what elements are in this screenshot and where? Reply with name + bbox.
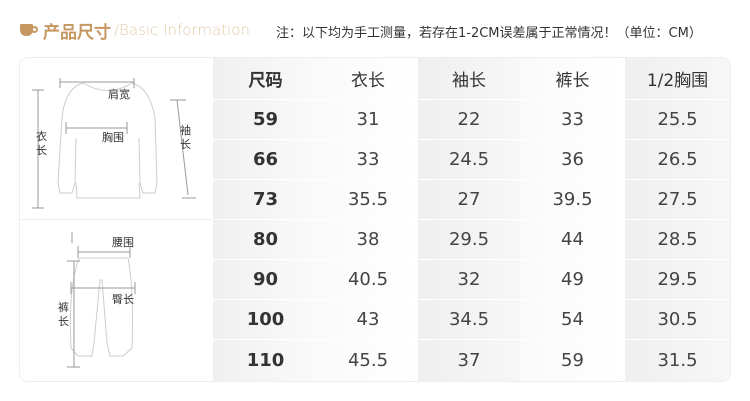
measurement-cell: 38 (318, 220, 418, 260)
pants-length-label-1: 裤 (58, 300, 69, 314)
size-chart: 肩宽 胸围 衣 长 袖 长 腰围 臀长 裤 长 尺码 59 66 73 80 90 100 1… (20, 58, 730, 381)
column-header: 袖长 (418, 58, 520, 100)
measurement-cell: 39.5 (520, 180, 625, 220)
measurement-cell: 26.5 (625, 140, 730, 180)
size-cell: 66 (213, 140, 318, 180)
sleeve-label-1: 袖 (180, 123, 191, 137)
hip-label: 臀长 (112, 293, 134, 306)
table-column: 尺码 59 66 73 80 90 100 110 (213, 58, 318, 381)
measurement-cell: 43 (318, 300, 418, 340)
column-header: 尺码 (213, 58, 318, 100)
measurement-cell: 29.5 (625, 260, 730, 300)
measurement-cell: 29.5 (418, 220, 520, 260)
table-column: 裤长 33 36 39.5 44 49 54 59 (520, 58, 625, 381)
measurement-cell: 34.5 (418, 300, 520, 340)
measurement-note: 注：以下均为手工测量，若存在1-2CM误差属于正常情况！（单位：CM） (276, 26, 702, 41)
section-subtitle: /Basic Information (114, 21, 250, 39)
garment-diagram: 肩宽 胸围 衣 长 袖 长 腰围 臀长 裤 长 (20, 58, 213, 381)
size-cell: 73 (213, 180, 318, 220)
coffee-cup-icon (20, 23, 38, 37)
measurement-cell: 31 (318, 100, 418, 140)
measurement-cell: 54 (520, 300, 625, 340)
measurement-cell: 35.5 (318, 180, 418, 220)
top-length-label-1: 衣 (36, 129, 47, 143)
measurement-cell: 44 (520, 220, 625, 260)
shoulder-label: 肩宽 (108, 87, 130, 101)
measurement-cell: 22 (418, 100, 520, 140)
size-cell: 59 (213, 100, 318, 140)
measurement-cell: 32 (418, 260, 520, 300)
chest-label: 胸围 (102, 130, 124, 144)
measurement-cell: 37 (457, 349, 481, 371)
section-title: 产品尺寸 (43, 22, 111, 43)
measurement-cell: 31.5 (657, 349, 698, 371)
measurement-cell: 49 (520, 260, 625, 300)
size-cell: 100 (213, 300, 318, 340)
top-length-label-2: 长 (36, 144, 47, 157)
measurement-cell: 59 (561, 349, 584, 371)
measurement-cell: 24.5 (418, 140, 520, 180)
column-header: 裤长 (520, 58, 625, 100)
table-column: 袖长 22 24.5 27 29.5 32 34.5 37 (418, 58, 520, 381)
diagram-divider (20, 219, 213, 220)
size-cell: 110 (246, 349, 285, 371)
size-cell: 80 (213, 220, 318, 260)
measurement-cell: 28.5 (625, 220, 730, 260)
waist-label: 腰围 (112, 236, 134, 249)
size-cell: 90 (213, 260, 318, 300)
table-column: 衣长 31 33 35.5 38 40.5 43 45.5 (318, 58, 418, 381)
measurement-cell: 33 (318, 140, 418, 180)
measurement-cell: 36 (520, 140, 625, 180)
measurement-cell: 33 (520, 100, 625, 140)
measurement-cell: 40.5 (318, 260, 418, 300)
column-header: 衣长 (318, 58, 418, 100)
measurement-cell: 27 (418, 180, 520, 220)
column-header: 1/2胸围 (625, 58, 730, 100)
measurement-cell: 25.5 (625, 100, 730, 140)
section-header: 产品尺寸 /Basic Information (20, 18, 250, 43)
table-column: 1/2胸围 25.5 26.5 27.5 28.5 29.5 30.5 31.5 (625, 58, 730, 381)
pants-length-label-2: 长 (58, 315, 69, 328)
sleeve-label-2: 长 (180, 138, 191, 151)
garment-illustration: 肩宽 胸围 衣 长 袖 长 腰围 臀长 裤 长 (32, 78, 196, 368)
measurement-cell: 27.5 (625, 180, 730, 220)
measurement-cell: 30.5 (625, 300, 730, 340)
measurement-cell: 45.5 (347, 349, 389, 371)
